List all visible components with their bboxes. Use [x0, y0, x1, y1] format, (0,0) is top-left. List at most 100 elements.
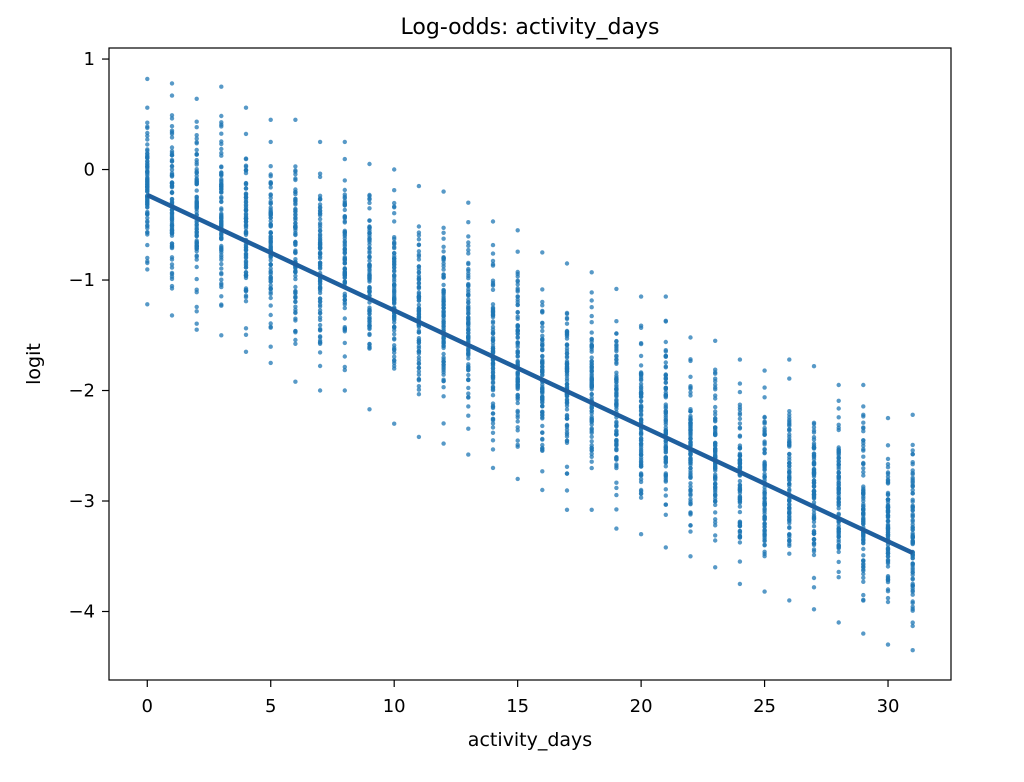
scatter-point	[490, 258, 496, 264]
scatter-point	[416, 233, 422, 238]
scatter-point	[787, 376, 792, 381]
scatter-point	[317, 284, 323, 290]
scatter-point	[762, 385, 767, 390]
scatter-point	[614, 339, 619, 344]
scatter-point	[342, 249, 347, 254]
scatter-point	[589, 454, 594, 459]
scatter-point	[861, 461, 866, 467]
scatter-point	[441, 441, 446, 446]
scatter-point	[466, 362, 471, 367]
scatter-point	[713, 425, 718, 430]
scatter-point	[638, 372, 644, 377]
scatter-point	[614, 387, 619, 392]
scatter-point	[317, 296, 323, 301]
scatter-point	[811, 516, 817, 522]
scatter-point	[885, 508, 891, 514]
scatter-point	[317, 340, 323, 345]
scatter-point	[293, 294, 298, 299]
scatter-point	[490, 438, 496, 443]
scatter-point	[490, 280, 496, 286]
scatter-point	[787, 498, 792, 503]
scatter-point	[787, 455, 792, 460]
scatter-point	[342, 207, 347, 213]
x-axis-ticks: 0 5 10 15 20 25 30	[142, 680, 899, 717]
scatter-point	[416, 344, 422, 349]
scatter-point	[293, 242, 298, 247]
scatter-point	[243, 349, 249, 354]
scatter-point	[441, 249, 446, 254]
scatter-point	[885, 528, 891, 533]
scatter-point	[317, 299, 323, 304]
scatter-point	[466, 268, 471, 273]
scatter-point	[392, 246, 397, 251]
scatter-point	[466, 372, 471, 378]
scatter-point	[564, 393, 570, 399]
scatter-point	[293, 177, 298, 183]
scatter-point	[663, 459, 668, 464]
scatter-point	[688, 474, 693, 479]
scatter-point	[194, 147, 199, 153]
scatter-point	[910, 606, 915, 612]
scatter-point	[638, 436, 644, 441]
scatter-point	[169, 245, 175, 251]
scatter-point	[268, 207, 273, 212]
scatter-point	[589, 405, 594, 410]
scatter-point	[589, 361, 594, 366]
scatter-point	[614, 526, 619, 531]
scatter-point	[638, 418, 644, 423]
scatter-point	[564, 311, 570, 317]
scatter-point	[317, 235, 323, 240]
scatter-point	[268, 324, 273, 329]
scatter-point	[515, 340, 520, 345]
scatter-point	[441, 377, 446, 382]
scatter-point	[787, 412, 792, 417]
scatter-point	[540, 321, 545, 326]
scatter-point	[762, 431, 767, 436]
scatter-point	[638, 399, 644, 404]
scatter-point	[441, 313, 446, 319]
scatter-point	[367, 307, 372, 312]
scatter-point	[243, 225, 249, 231]
scatter-point	[737, 445, 743, 450]
scatter-point	[317, 228, 323, 233]
scatter-point	[243, 265, 249, 270]
scatter-point	[762, 554, 767, 559]
scatter-point	[243, 326, 249, 331]
scatter-point	[713, 409, 718, 414]
scatter-point	[194, 327, 199, 332]
scatter-point	[219, 199, 224, 205]
scatter-point	[836, 398, 841, 403]
scatter-point	[663, 487, 668, 492]
scatter-point	[441, 261, 446, 266]
scatter-point	[367, 323, 372, 329]
scatter-point	[243, 205, 249, 210]
scatter-point	[614, 492, 619, 498]
scatter-point	[589, 392, 594, 397]
scatter-point	[811, 585, 817, 590]
scatter-point	[737, 520, 743, 525]
scatter-point	[145, 142, 150, 147]
scatter-point	[268, 240, 273, 245]
scatter-point	[490, 418, 496, 423]
scatter-point	[490, 430, 496, 435]
scatter-point	[441, 272, 446, 277]
scatter-point	[490, 335, 496, 340]
scatter-point	[293, 276, 298, 282]
scatter-point	[268, 287, 273, 292]
scatter-point	[861, 562, 866, 567]
scatter-point	[811, 552, 817, 558]
scatter-point	[466, 234, 471, 239]
scatter-point	[367, 407, 372, 412]
scatter-point	[688, 484, 693, 489]
scatter-point	[515, 476, 520, 482]
scatter-point	[219, 211, 224, 216]
scatter-point	[861, 533, 866, 539]
scatter-point	[638, 464, 644, 469]
scatter-point	[145, 189, 150, 194]
scatter-point	[416, 237, 422, 242]
scatter-point	[194, 232, 199, 238]
scatter-point	[441, 421, 446, 426]
scatter-point	[342, 354, 347, 359]
scatter-point	[317, 216, 323, 222]
scatter-point	[416, 351, 422, 356]
